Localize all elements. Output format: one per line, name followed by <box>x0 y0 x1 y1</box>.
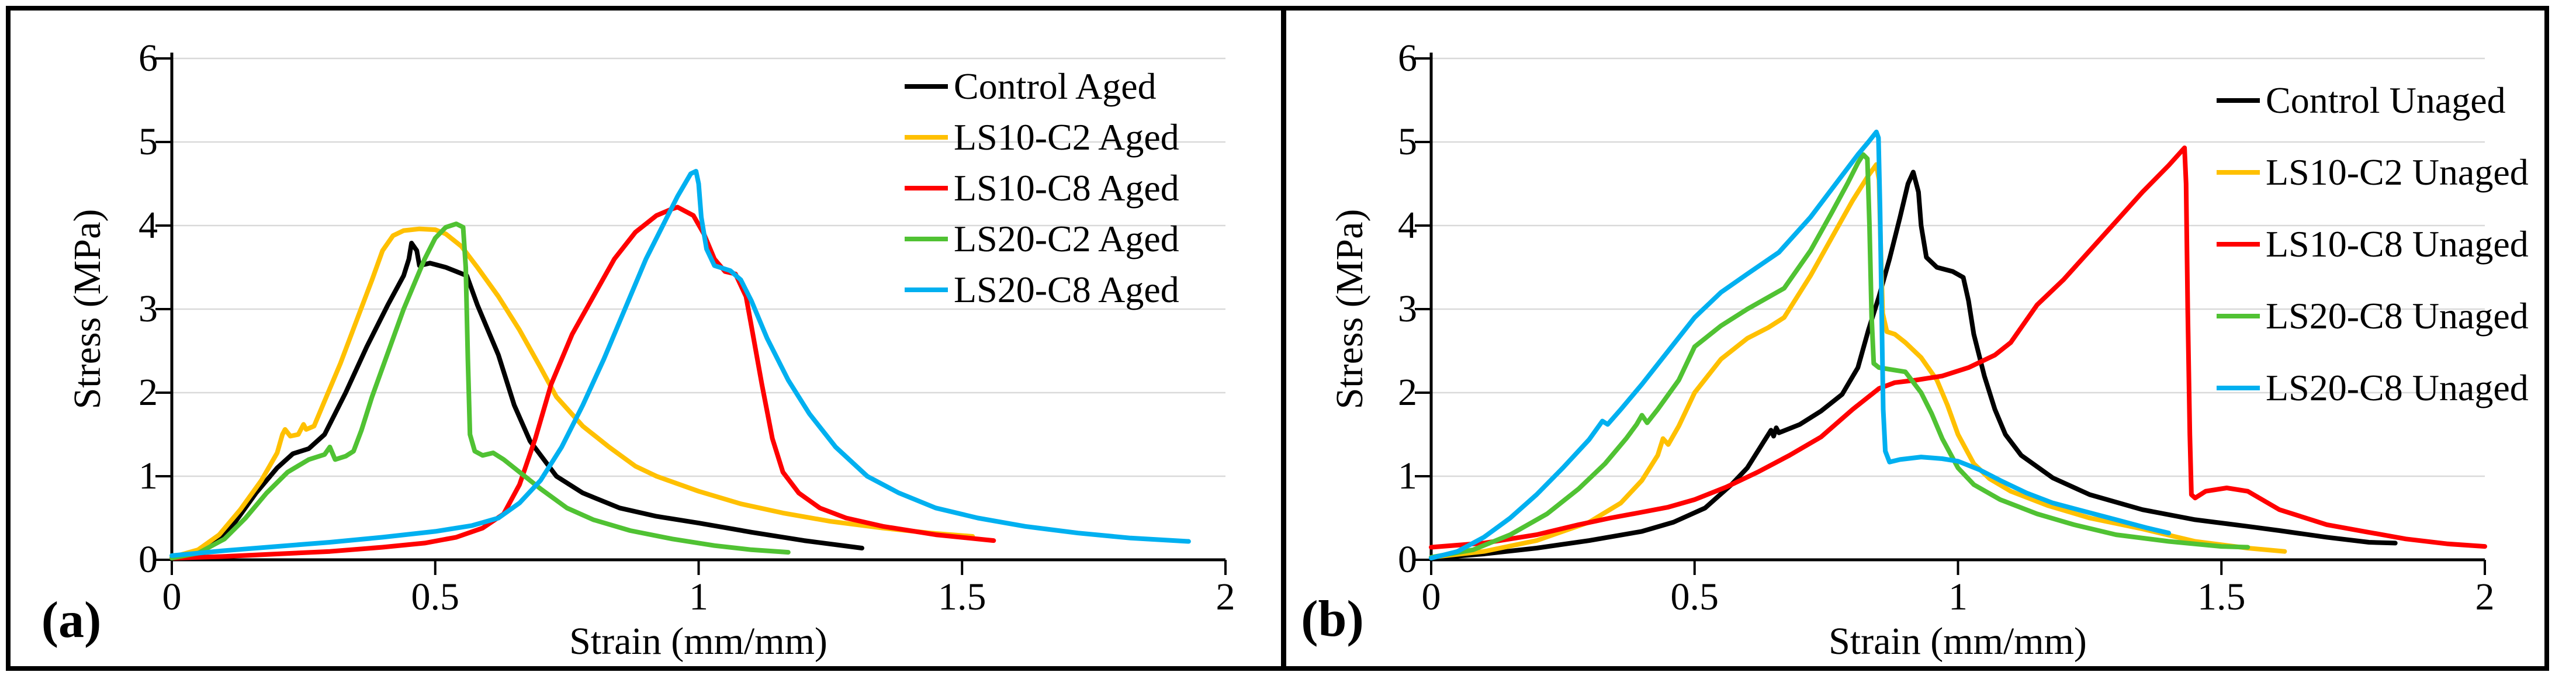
legend-label: LS10-C8 Unaged <box>2266 223 2529 265</box>
x-tick-label: 2 <box>2475 576 2495 618</box>
plot-area-panel-b <box>1415 53 2487 575</box>
x-tick-label: 0.5 <box>411 576 460 618</box>
legend-line-swatch <box>905 84 948 89</box>
legend-item-ls20-c2-aged: LS20-C2 Aged <box>905 213 1179 264</box>
panel-label-a: (a) <box>41 592 102 649</box>
series-line-0 <box>169 241 864 561</box>
legend-label: LS20-C2 Aged <box>954 217 1179 259</box>
legend-item-ls10-c2-aged: LS10-C2 Aged <box>905 112 1179 162</box>
legend-label: LS20-C8 Unaged <box>2266 366 2529 408</box>
series-line-0 <box>1429 169 2398 561</box>
x-axis-title-panel-b: Strain (mm/mm) <box>1829 620 2087 663</box>
y-tick-label: 6 <box>139 37 158 79</box>
x-axis-title-panel-a: Strain (mm/mm) <box>569 620 827 663</box>
series-line-3 <box>169 221 791 561</box>
legend-item-ls20-c8-unaged-cyan: LS20-C8 Unaged <box>2217 352 2529 424</box>
y-tick-label: 4 <box>1398 204 1417 247</box>
panel-label-b: (b) <box>1301 591 1364 647</box>
legend-label: LS20-C8 Unaged <box>2266 295 2529 337</box>
x-tick-label: 0 <box>162 576 182 618</box>
x-tick-label: 0.5 <box>1670 576 1719 618</box>
legend-label: Control Aged <box>954 65 1157 107</box>
x-tick-label: 1 <box>689 576 708 618</box>
x-tick-label: 1 <box>1948 576 1968 618</box>
series-line-1 <box>169 226 975 560</box>
x-tick-label: 1.5 <box>938 576 986 618</box>
x-tick-label: 0 <box>1421 576 1441 618</box>
y-tick-label: 0 <box>1398 538 1417 581</box>
legend-line-swatch <box>2217 169 2260 175</box>
y-tick-label: 6 <box>1398 37 1417 79</box>
legend-label: Control Unaged <box>2266 79 2506 121</box>
legend-line-swatch <box>905 134 948 140</box>
legend-item-ls20-c8-unaged-green: LS20-C8 Unaged <box>2217 280 2529 352</box>
y-axis-title-panel-b: Stress (MPa) <box>1328 209 1371 410</box>
legend-line-swatch <box>2217 241 2260 247</box>
panel-divider <box>1281 6 1286 671</box>
y-tick-label: 3 <box>139 287 158 330</box>
legend-item-control-aged: Control Aged <box>905 61 1179 112</box>
legend-panel-a: Control Aged LS10-C2 Aged LS10-C8 Aged L… <box>905 61 1179 315</box>
legend-panel-b: Control Unaged LS10-C2 Unaged LS10-C8 Un… <box>2217 64 2529 424</box>
y-tick-label: 0 <box>139 538 158 581</box>
y-tick-label: 2 <box>1398 371 1417 414</box>
legend-item-ls20-c8-aged: LS20-C8 Aged <box>905 264 1179 315</box>
series-line-2 <box>169 205 996 561</box>
x-tick-label: 2 <box>1216 576 1235 618</box>
legend-item-ls10-c2-unaged: LS10-C2 Unaged <box>2217 136 2529 208</box>
legend-line-swatch <box>905 236 948 241</box>
y-tick-label: 5 <box>139 120 158 163</box>
y-tick-label: 4 <box>139 204 158 247</box>
legend-item-control-unaged: Control Unaged <box>2217 64 2529 136</box>
y-tick-label: 1 <box>1398 455 1417 497</box>
legend-line-swatch <box>905 185 948 190</box>
y-tick-label: 2 <box>139 371 158 414</box>
y-tick-label: 1 <box>139 455 158 497</box>
series-line-2 <box>1429 146 2487 550</box>
legend-label: LS10-C8 Aged <box>954 167 1179 209</box>
legend-label: LS20-C8 Aged <box>954 268 1179 310</box>
y-axis-title-panel-a: Stress (MPa) <box>66 209 109 410</box>
legend-item-ls10-c8-aged: LS10-C8 Aged <box>905 162 1179 213</box>
y-tick-label: 3 <box>1398 287 1417 330</box>
legend-label: LS10-C2 Unaged <box>2266 151 2529 193</box>
x-tick-label: 1.5 <box>2197 576 2246 618</box>
legend-line-swatch <box>2217 98 2260 103</box>
series-line-4 <box>1429 129 2172 561</box>
legend-label: LS10-C2 Aged <box>954 116 1179 158</box>
series-line-4 <box>169 169 1191 558</box>
series-line-1 <box>1429 162 2287 560</box>
plot-area-panel-a <box>155 53 1227 575</box>
legend-line-swatch <box>2217 313 2260 318</box>
legend-line-swatch <box>2217 385 2260 390</box>
y-tick-label: 5 <box>1398 120 1417 163</box>
series-line-3 <box>1429 152 2250 560</box>
legend-item-ls10-c8-unaged: LS10-C8 Unaged <box>2217 208 2529 280</box>
legend-line-swatch <box>905 287 948 292</box>
